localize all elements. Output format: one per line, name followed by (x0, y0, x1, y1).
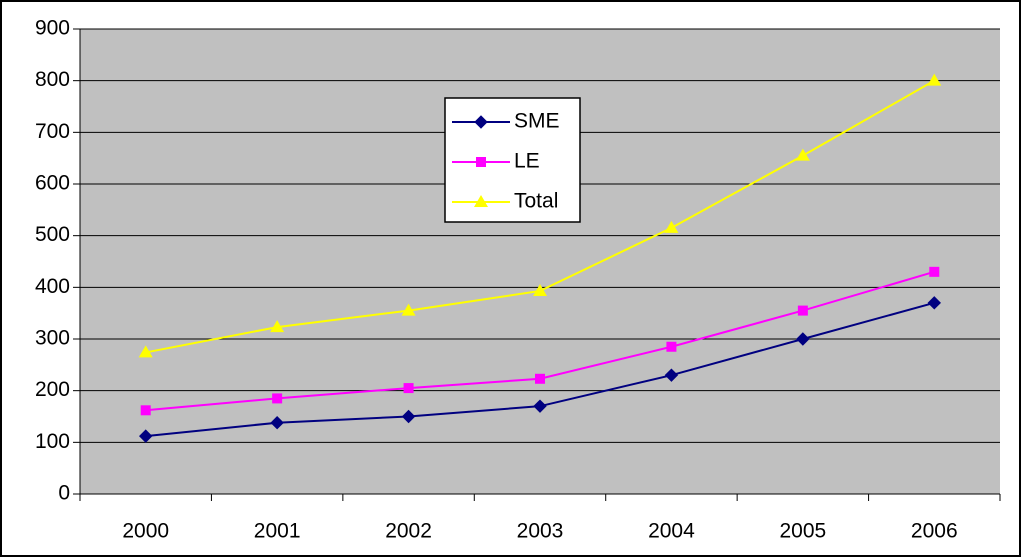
marker (270, 415, 284, 430)
legend: SME LE Total (444, 97, 581, 223)
y-tick-label: 0 (58, 482, 70, 505)
marker (533, 399, 547, 413)
y-tick-label: 600 (35, 172, 70, 195)
y-tick-label: 200 (35, 378, 70, 401)
marker (664, 220, 679, 233)
y-tick-label: 300 (35, 327, 70, 350)
x-tick-label: 2004 (648, 520, 695, 543)
y-tick-label: 700 (35, 120, 70, 143)
legend-label: LE (514, 150, 540, 173)
marker (797, 305, 808, 316)
legend-marker (474, 115, 488, 129)
marker (401, 303, 416, 316)
x-tick-label: 2000 (122, 520, 169, 543)
marker (927, 296, 941, 310)
marker (666, 341, 677, 352)
x-tick-label: 2006 (911, 520, 958, 543)
marker (929, 266, 940, 277)
marker (401, 409, 416, 424)
x-tick-label: 2003 (517, 520, 564, 543)
legend-marker (476, 157, 486, 167)
y-tick-label: 900 (35, 17, 70, 40)
marker (796, 332, 810, 346)
y-tick-label: 800 (35, 68, 70, 91)
x-tick-label: 2001 (254, 520, 301, 543)
y-tick-label: 500 (35, 223, 70, 246)
marker (403, 383, 414, 394)
y-tick-label: 100 (35, 430, 70, 453)
marker (795, 148, 810, 161)
x-tick-label: 2002 (385, 520, 432, 543)
legend-label: Total (514, 190, 558, 213)
y-tick-label: 400 (35, 275, 70, 298)
marker (138, 345, 153, 358)
marker (664, 368, 679, 382)
marker (270, 320, 285, 333)
legend-box (444, 97, 581, 223)
marker (927, 73, 942, 86)
legend-label: SME (514, 110, 560, 133)
marker (139, 429, 153, 443)
marker (535, 373, 545, 384)
x-tick-label: 2005 (779, 520, 826, 543)
marker (140, 405, 151, 416)
legend-marker (474, 195, 488, 207)
marker (272, 393, 283, 404)
marker (533, 283, 547, 296)
